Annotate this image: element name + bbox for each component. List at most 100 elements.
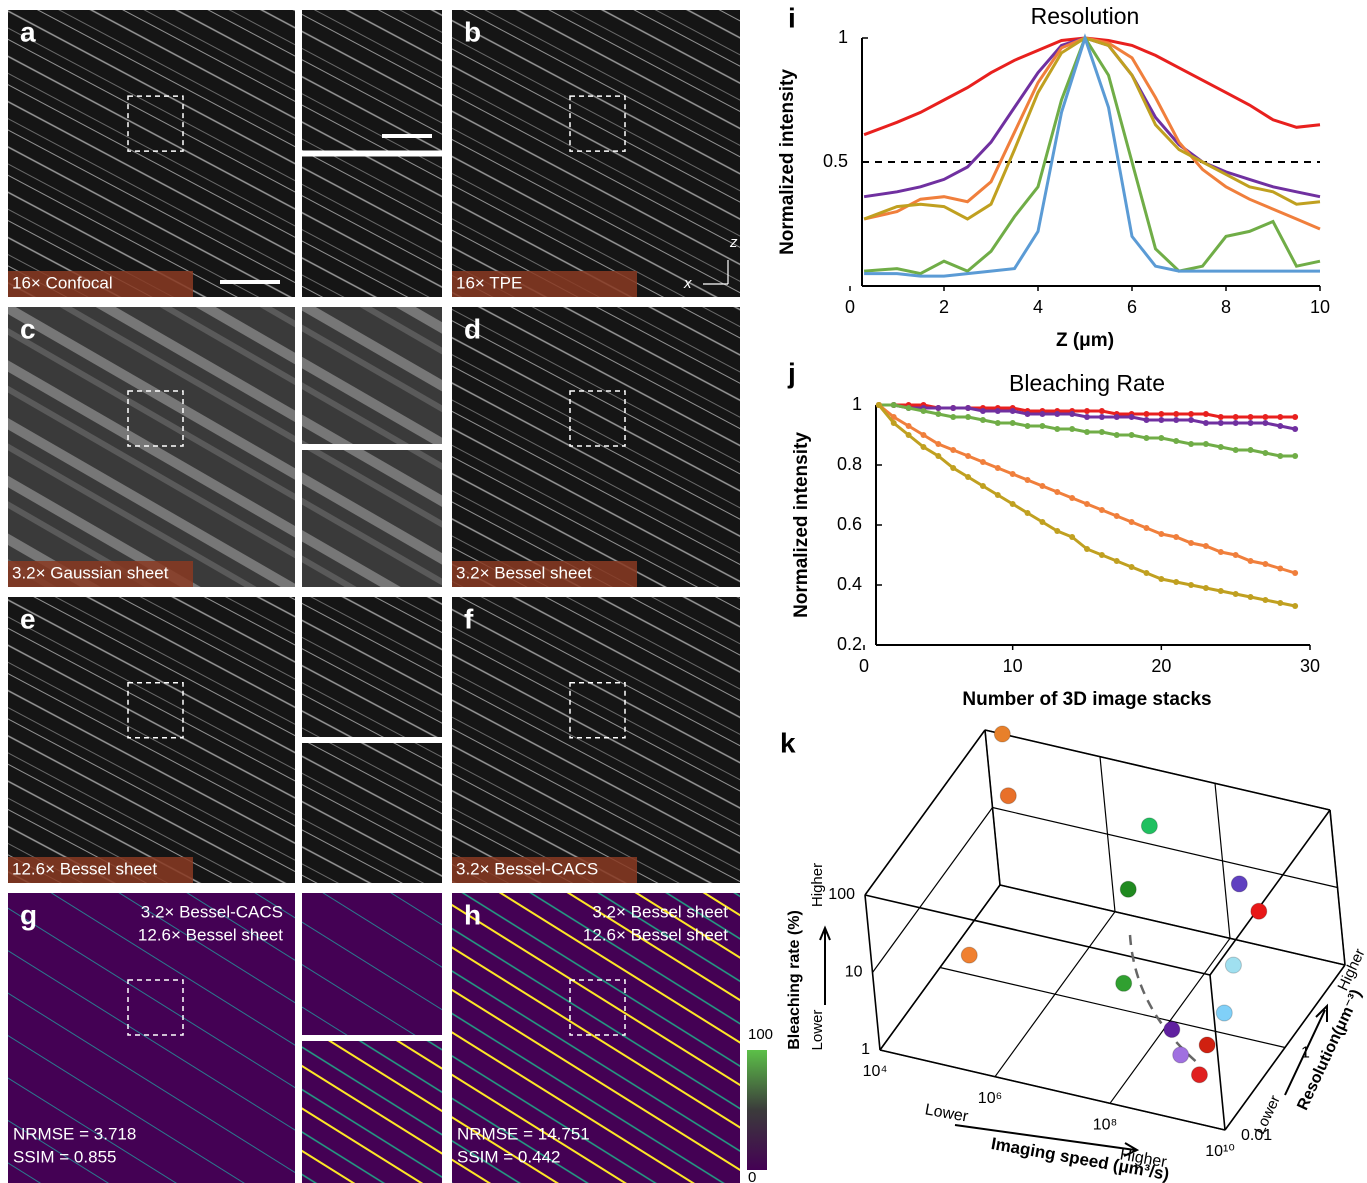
point (1262, 414, 1268, 420)
caption: 12.6× Bessel sheet (12, 859, 157, 878)
image (8, 10, 295, 297)
point (1203, 411, 1209, 417)
point (1025, 423, 1031, 429)
point (1233, 414, 1239, 420)
point (965, 414, 971, 420)
caption: 3.2× Gaussian sheet (12, 563, 169, 582)
point (1143, 525, 1149, 531)
panel-letter: c (20, 313, 36, 344)
point (1218, 588, 1224, 594)
sphere (1191, 1067, 1207, 1083)
point (1010, 408, 1016, 414)
point (995, 420, 1001, 426)
point (1173, 534, 1179, 540)
point (965, 405, 971, 411)
point (1277, 423, 1283, 429)
y-tick-label: 1 (861, 1041, 870, 1058)
y-tick-label: 0.2 (837, 634, 862, 654)
point (1039, 483, 1045, 489)
panel-letter: e (20, 603, 36, 634)
comparison-label: 12.6× Bessel sheet (583, 925, 728, 944)
point (1277, 453, 1283, 459)
sphere (1141, 818, 1157, 834)
figure: a16× Confocalb16× TPEc3.2× Gaussian shee… (0, 0, 1367, 1183)
point (920, 408, 926, 414)
box-edge (1210, 810, 1330, 975)
point (891, 402, 897, 408)
point (1054, 528, 1060, 534)
point (1188, 441, 1194, 447)
x-tick-label: 0 (845, 297, 855, 317)
point (1099, 414, 1105, 420)
inset-image (302, 450, 442, 587)
point (1143, 411, 1149, 417)
inset-image (302, 10, 442, 151)
point (935, 405, 941, 411)
point (1248, 558, 1254, 564)
metric: NRMSE = 14.751 (457, 1124, 590, 1143)
point (1084, 546, 1090, 552)
point (1114, 414, 1120, 420)
point (950, 414, 956, 420)
point (920, 432, 926, 438)
point (1203, 420, 1209, 426)
y-axis-label: Bleaching rate (%) (786, 910, 803, 1050)
point (1292, 414, 1298, 420)
inset-image (302, 743, 442, 883)
y-axis-label: Normalized intensity (777, 69, 798, 255)
point (1233, 552, 1239, 558)
metric: SSIM = 0.442 (457, 1147, 560, 1166)
grid-line (940, 968, 1285, 1048)
point (1188, 411, 1194, 417)
x-tick-label: 0 (859, 656, 869, 676)
sphere (961, 947, 977, 963)
point (1248, 594, 1254, 600)
panel-letter: d (464, 313, 481, 344)
point (891, 420, 897, 426)
sphere (1116, 975, 1132, 991)
point (1054, 426, 1060, 432)
point (1292, 453, 1298, 459)
point (935, 441, 941, 447)
box-edge (1210, 975, 1225, 1130)
point (1277, 414, 1283, 420)
grid-line (985, 730, 1330, 810)
point (1069, 426, 1075, 432)
x-tick-label: 10¹⁰ (1205, 1143, 1235, 1160)
point (1203, 543, 1209, 549)
point (1084, 408, 1090, 414)
point (1218, 420, 1224, 426)
panel-letter: k (780, 727, 796, 758)
panel-letter: h (464, 899, 481, 930)
sphere (1173, 1047, 1189, 1063)
z-arrow-low: Lower (1251, 1093, 1284, 1137)
point (1143, 417, 1149, 423)
sphere (1120, 881, 1136, 897)
sphere (1164, 1021, 1180, 1037)
point (1262, 561, 1268, 567)
x-tick-label: 6 (1127, 297, 1137, 317)
point (1025, 411, 1031, 417)
point (1039, 423, 1045, 429)
point (1292, 570, 1298, 576)
point (965, 453, 971, 459)
caption: 16× Confocal (12, 273, 113, 292)
point (995, 465, 1001, 471)
y-tick-label: 0.8 (837, 454, 862, 474)
panel-letter: g (20, 899, 37, 930)
point (1188, 417, 1194, 423)
point (995, 408, 1001, 414)
inset-image (302, 893, 442, 1035)
point (1292, 603, 1298, 609)
inset-image (302, 1041, 442, 1183)
point (1173, 438, 1179, 444)
point (1084, 414, 1090, 420)
point (1129, 564, 1135, 570)
sphere (994, 726, 1010, 742)
point (935, 453, 941, 459)
point (1248, 420, 1254, 426)
panel-letter: i (788, 2, 796, 33)
axis-indicator-x: x (683, 275, 692, 292)
point (1114, 558, 1120, 564)
point (1173, 579, 1179, 585)
